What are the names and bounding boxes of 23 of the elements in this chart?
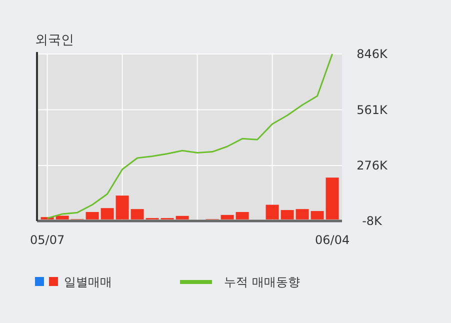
line-series xyxy=(46,53,334,220)
bar xyxy=(56,216,69,220)
legend-label: 누적 매매동향 xyxy=(224,275,300,290)
legend-label: 일별매매 xyxy=(64,275,112,290)
bar xyxy=(326,178,339,220)
bar xyxy=(220,214,234,220)
bar xyxy=(280,210,294,220)
bar xyxy=(176,216,189,220)
bar xyxy=(296,209,309,220)
bar xyxy=(116,196,129,220)
y-tick-label: 846K xyxy=(356,47,389,62)
bar xyxy=(86,212,99,220)
y-tick-label: -8K xyxy=(362,214,384,228)
bar xyxy=(236,212,249,220)
bar xyxy=(100,208,114,220)
bar xyxy=(310,211,324,220)
chart-title: 외국인 xyxy=(35,33,74,48)
y-tick-label: 561K xyxy=(356,102,389,117)
x-tick-label: 05/07 xyxy=(30,233,65,247)
bar xyxy=(266,204,279,220)
y-tick-label: 276K xyxy=(356,158,389,173)
x-tick-label: 06/04 xyxy=(315,233,350,247)
bar xyxy=(130,209,144,220)
